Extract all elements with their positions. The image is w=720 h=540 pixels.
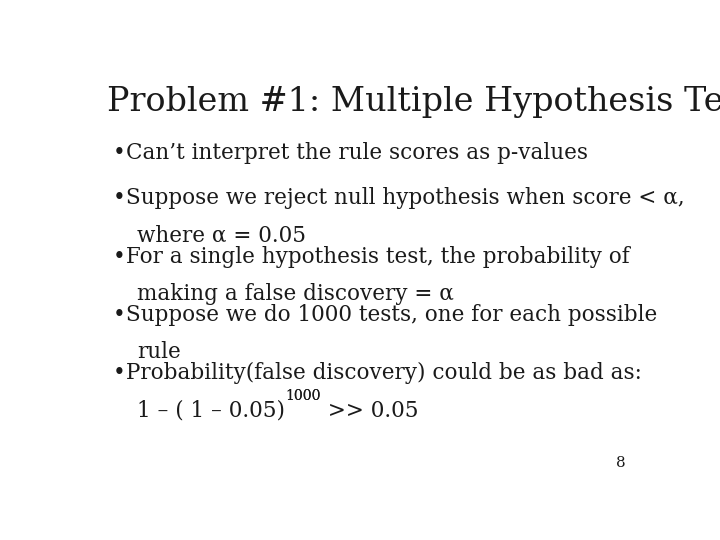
Text: where α = 0.05: where α = 0.05	[138, 225, 307, 247]
Text: •: •	[112, 187, 125, 210]
Text: rule: rule	[138, 341, 181, 363]
Text: making a false discovery = α: making a false discovery = α	[138, 283, 454, 305]
Text: >> 0.05: >> 0.05	[321, 400, 418, 422]
Text: •: •	[112, 362, 125, 384]
Text: Problem #1: Multiple Hypothesis Testing: Problem #1: Multiple Hypothesis Testing	[107, 85, 720, 118]
Text: Can’t interpret the rule scores as p-values: Can’t interpret the rule scores as p-val…	[126, 141, 588, 164]
Text: 8: 8	[616, 456, 626, 470]
Text: For a single hypothesis test, the probability of: For a single hypothesis test, the probab…	[126, 246, 630, 268]
Text: •: •	[112, 141, 125, 164]
Text: •: •	[112, 246, 125, 268]
Text: 1000: 1000	[285, 389, 321, 403]
Text: Suppose we reject null hypothesis when score < α,: Suppose we reject null hypothesis when s…	[126, 187, 685, 210]
Text: Probability(false discovery) could be as bad as:: Probability(false discovery) could be as…	[126, 362, 642, 384]
Text: Suppose we do 1000 tests, one for each possible: Suppose we do 1000 tests, one for each p…	[126, 304, 657, 326]
Text: •: •	[112, 304, 125, 326]
Text: 1 – ( 1 – 0.05): 1 – ( 1 – 0.05)	[138, 400, 285, 422]
Text: 1000: 1000	[285, 389, 321, 403]
